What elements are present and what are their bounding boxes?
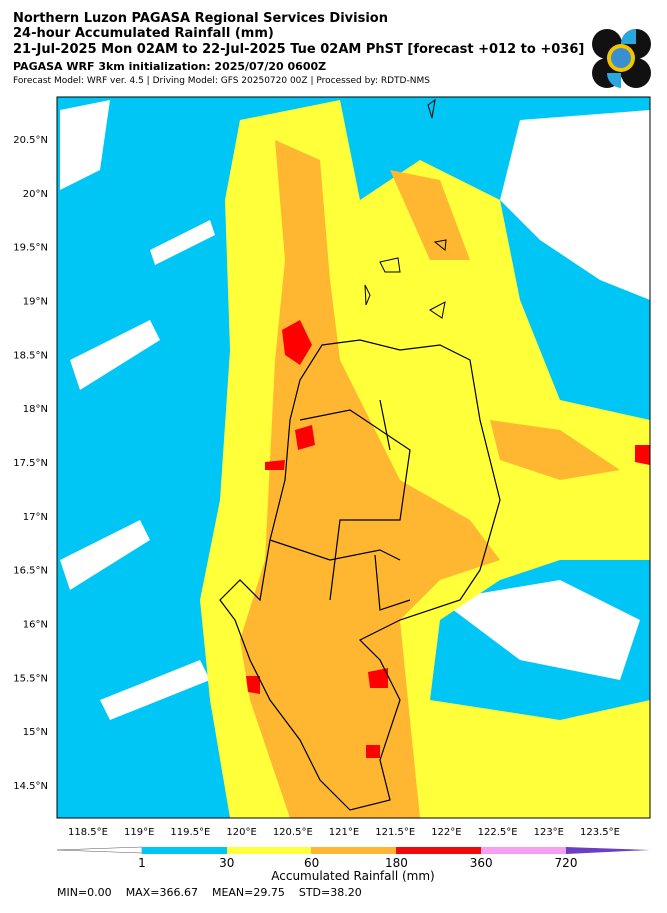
colorbar-label: 360 (470, 856, 493, 870)
stat: STD=38.20 (298, 886, 362, 899)
lon-label: 119°E (124, 827, 154, 838)
lat-label: 16°N (23, 619, 48, 630)
lon-label: 123°E (534, 827, 564, 838)
subtitle: 24-hour Accumulated Rainfall (mm) (13, 26, 274, 41)
stats: MIN=0.00 MAX=366.67 MEAN=29.75 STD=38.20 (57, 886, 362, 899)
lat-label: 20.5°N (13, 135, 48, 146)
lat-label: 17°N (23, 512, 48, 523)
lat-label: 15.5°N (13, 673, 48, 684)
lat-label: 18°N (23, 404, 48, 415)
colorbar-label: 60 (304, 856, 319, 870)
lon-label: 122.5°E (478, 827, 518, 838)
lon-label: 121.5°E (375, 827, 415, 838)
rainfall-field (57, 97, 650, 818)
lon-label: 118.5°E (68, 827, 108, 838)
lat-label: 15°N (23, 727, 48, 738)
stat: MAX=366.67 (125, 886, 198, 899)
lat-label: 14.5°N (13, 781, 48, 792)
lon-label: 120°E (226, 827, 256, 838)
colorbar-label: 1 (138, 856, 146, 870)
colorbar-label: 720 (555, 856, 578, 870)
lon-label: 121°E (329, 827, 359, 838)
colorbar-title: Accumulated Rainfall (mm) (271, 869, 434, 883)
lon-label: 119.5°E (170, 827, 210, 838)
model-init: PAGASA WRF 3km initialization: 2025/07/2… (13, 60, 327, 73)
model-info: Forecast Model: WRF ver. 4.5 | Driving M… (13, 76, 430, 86)
lon-label: 122°E (431, 827, 461, 838)
colorbar-label: 180 (385, 856, 408, 870)
logo (592, 29, 651, 88)
lat-label: 16.5°N (13, 566, 48, 577)
lat-label: 20°N (23, 189, 48, 200)
lat-label: 17.5°N (13, 458, 48, 469)
colorbar (56, 846, 650, 854)
colorbar-label: 30 (219, 856, 234, 870)
map-frame (56, 96, 651, 819)
stat: MEAN=29.75 (211, 886, 285, 899)
lat-label: 18.5°N (13, 350, 48, 361)
lat-label: 19.5°N (13, 243, 48, 254)
stat: MIN=0.00 (57, 886, 112, 899)
period: 21-Jul-2025 Mon 02AM to 22-Jul-2025 Tue … (13, 42, 585, 57)
lat-label: 19°N (23, 296, 48, 307)
lon-label: 123.5°E (580, 827, 620, 838)
lon-label: 120.5°E (273, 827, 313, 838)
title: Northern Luzon PAGASA Regional Services … (13, 11, 388, 26)
